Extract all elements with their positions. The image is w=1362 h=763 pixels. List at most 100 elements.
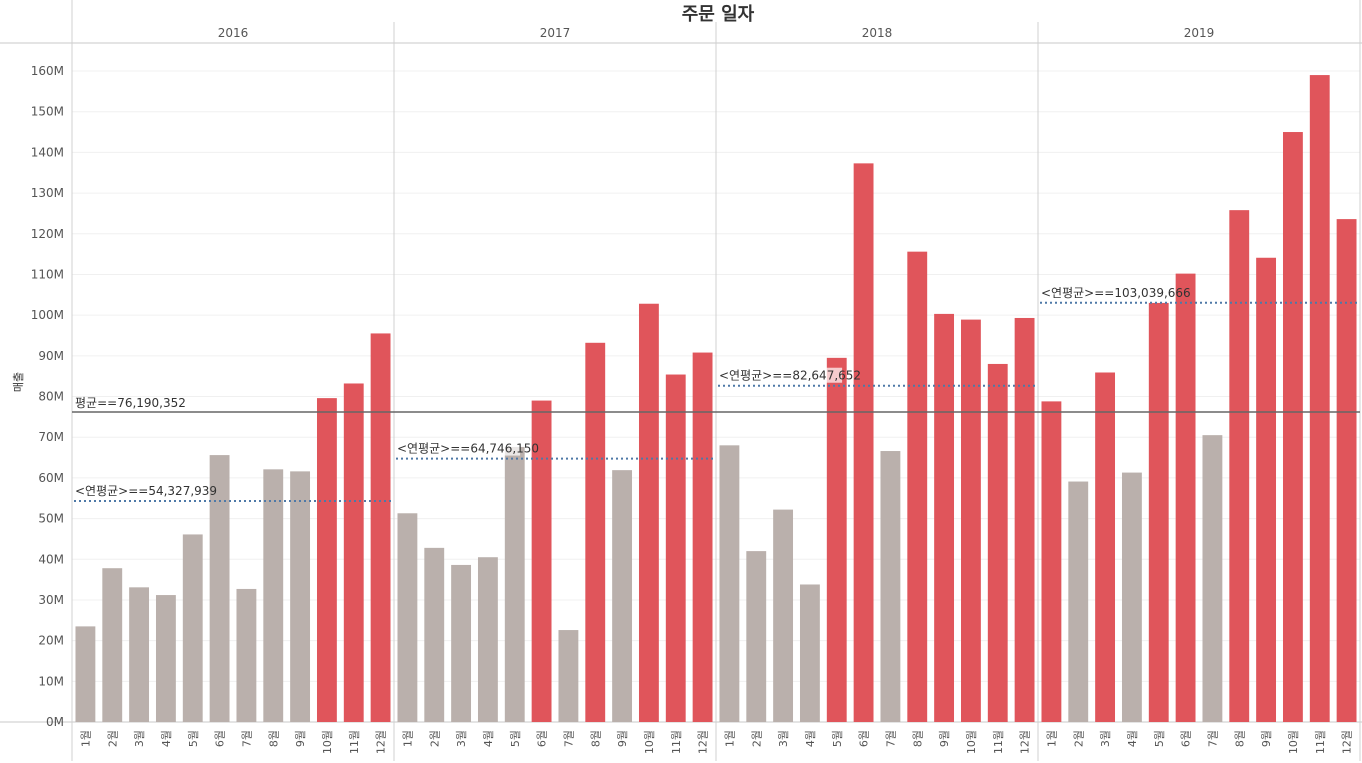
month-label: 6월 [1180, 730, 1193, 747]
month-label: 10월 [965, 730, 978, 754]
month-label: 8월 [267, 730, 280, 747]
year-average-label-bg [74, 482, 199, 498]
bar [692, 352, 713, 722]
y-tick-label: 50M [38, 512, 64, 526]
year-average-label: <연평균>==64,746,150 [397, 442, 539, 456]
bar [129, 587, 150, 722]
month-label: 1월 [79, 730, 92, 747]
bar [1148, 302, 1169, 722]
month-label: 10월 [1287, 730, 1300, 754]
month-label: 5월 [831, 730, 844, 747]
y-tick-label: 10M [38, 674, 64, 688]
month-label: 4월 [804, 730, 817, 747]
reference-lines: <연평균>==54,327,939 <연평균>==64,746,150 <연평균>=… [72, 284, 1360, 502]
bar [585, 342, 606, 722]
y-tick-label: 110M [31, 267, 64, 281]
bar [1175, 273, 1196, 722]
month-label: 12월 [697, 730, 710, 754]
month-label: 4월 [482, 730, 495, 747]
month-label: 7월 [562, 730, 575, 747]
y-axis: 0M 10M 20M 30M 40M 50M 60M 70M 80M 90M 100M 110M 120… [31, 64, 64, 729]
bar [182, 534, 203, 722]
year-average-label-bg [396, 440, 521, 456]
month-labels: 1월 2월 3월 4월 5월 6월 7월 8월 9월 10월 11월 12월 1월 2월 3월 4월 5월 6월 7… [79, 730, 1353, 754]
month-label: 9월 [1260, 730, 1273, 747]
month-label: 7월 [884, 730, 897, 747]
y-axis-label: 매출 [12, 372, 25, 392]
month-label: 8월 [589, 730, 602, 747]
bar [665, 374, 686, 722]
bar [1309, 75, 1330, 723]
bar [531, 400, 552, 722]
y-tick-label: 100M [31, 308, 64, 322]
month-label: 9월 [616, 730, 629, 747]
month-label: 2월 [750, 730, 763, 747]
month-label: 12월 [1341, 730, 1354, 754]
y-tick-label: 120M [31, 227, 64, 241]
year-average-label-bg [1040, 284, 1172, 300]
y-tick-label: 0M [46, 715, 64, 729]
month-label: 11월 [348, 730, 361, 754]
bar [638, 303, 659, 722]
month-label: 5월 [509, 730, 522, 747]
bar [316, 398, 337, 722]
bars [75, 75, 1357, 723]
month-label: 6월 [214, 730, 227, 747]
bar [826, 357, 847, 722]
month-label: 12월 [375, 730, 388, 754]
bar [719, 445, 740, 722]
bar [880, 451, 901, 722]
month-label: 11월 [992, 730, 1005, 754]
y-tick-label: 150M [31, 105, 64, 119]
bar [907, 251, 928, 722]
bar [75, 626, 96, 722]
month-label: 9월 [938, 730, 951, 747]
month-label: 9월 [294, 730, 307, 747]
bar [773, 509, 794, 722]
bar [370, 333, 391, 722]
bar [1229, 210, 1250, 722]
bar [1041, 401, 1062, 722]
bar [987, 363, 1008, 722]
year-header-label: 2016 [218, 26, 249, 40]
bar [1202, 435, 1223, 722]
month-label: 11월 [670, 730, 683, 754]
bar [290, 471, 311, 722]
bar [1095, 372, 1116, 722]
month-label: 8월 [911, 730, 924, 747]
y-tick-label: 20M [38, 634, 64, 648]
bar [263, 469, 284, 722]
bar [236, 588, 257, 722]
bar [155, 595, 176, 722]
month-label: 7월 [240, 730, 253, 747]
year-average-label: <연평균>==82,647,652 [719, 369, 861, 383]
bar [424, 547, 445, 722]
month-label: 3월 [455, 730, 468, 747]
year-average-label: <연평균>==103,039,666 [1041, 286, 1191, 300]
bar [1014, 317, 1035, 722]
year-header-label: 2017 [540, 26, 571, 40]
year-average-label: <연평균>==54,327,939 [75, 484, 217, 498]
bar [1336, 219, 1357, 723]
month-label: 1월 [723, 730, 736, 747]
month-label: 11월 [1314, 730, 1327, 754]
month-label: 5월 [187, 730, 200, 747]
month-label: 7월 [1206, 730, 1219, 747]
bar [558, 630, 579, 722]
month-label: 1월 [1045, 730, 1058, 747]
y-tick-label: 30M [38, 593, 64, 607]
month-label: 2월 [428, 730, 441, 747]
month-label: 5월 [1153, 730, 1166, 747]
chart-title: 주문 일자 [682, 4, 755, 25]
month-label: 6월 [536, 730, 549, 747]
month-label: 3월 [1099, 730, 1112, 747]
bar [451, 564, 472, 722]
bar [1282, 132, 1303, 722]
month-label: 6월 [858, 730, 871, 747]
y-tick-label: 80M [38, 390, 64, 404]
bar [853, 163, 874, 723]
bar [960, 319, 981, 722]
y-tick-label: 60M [38, 471, 64, 485]
y-tick-label: 130M [31, 186, 64, 200]
